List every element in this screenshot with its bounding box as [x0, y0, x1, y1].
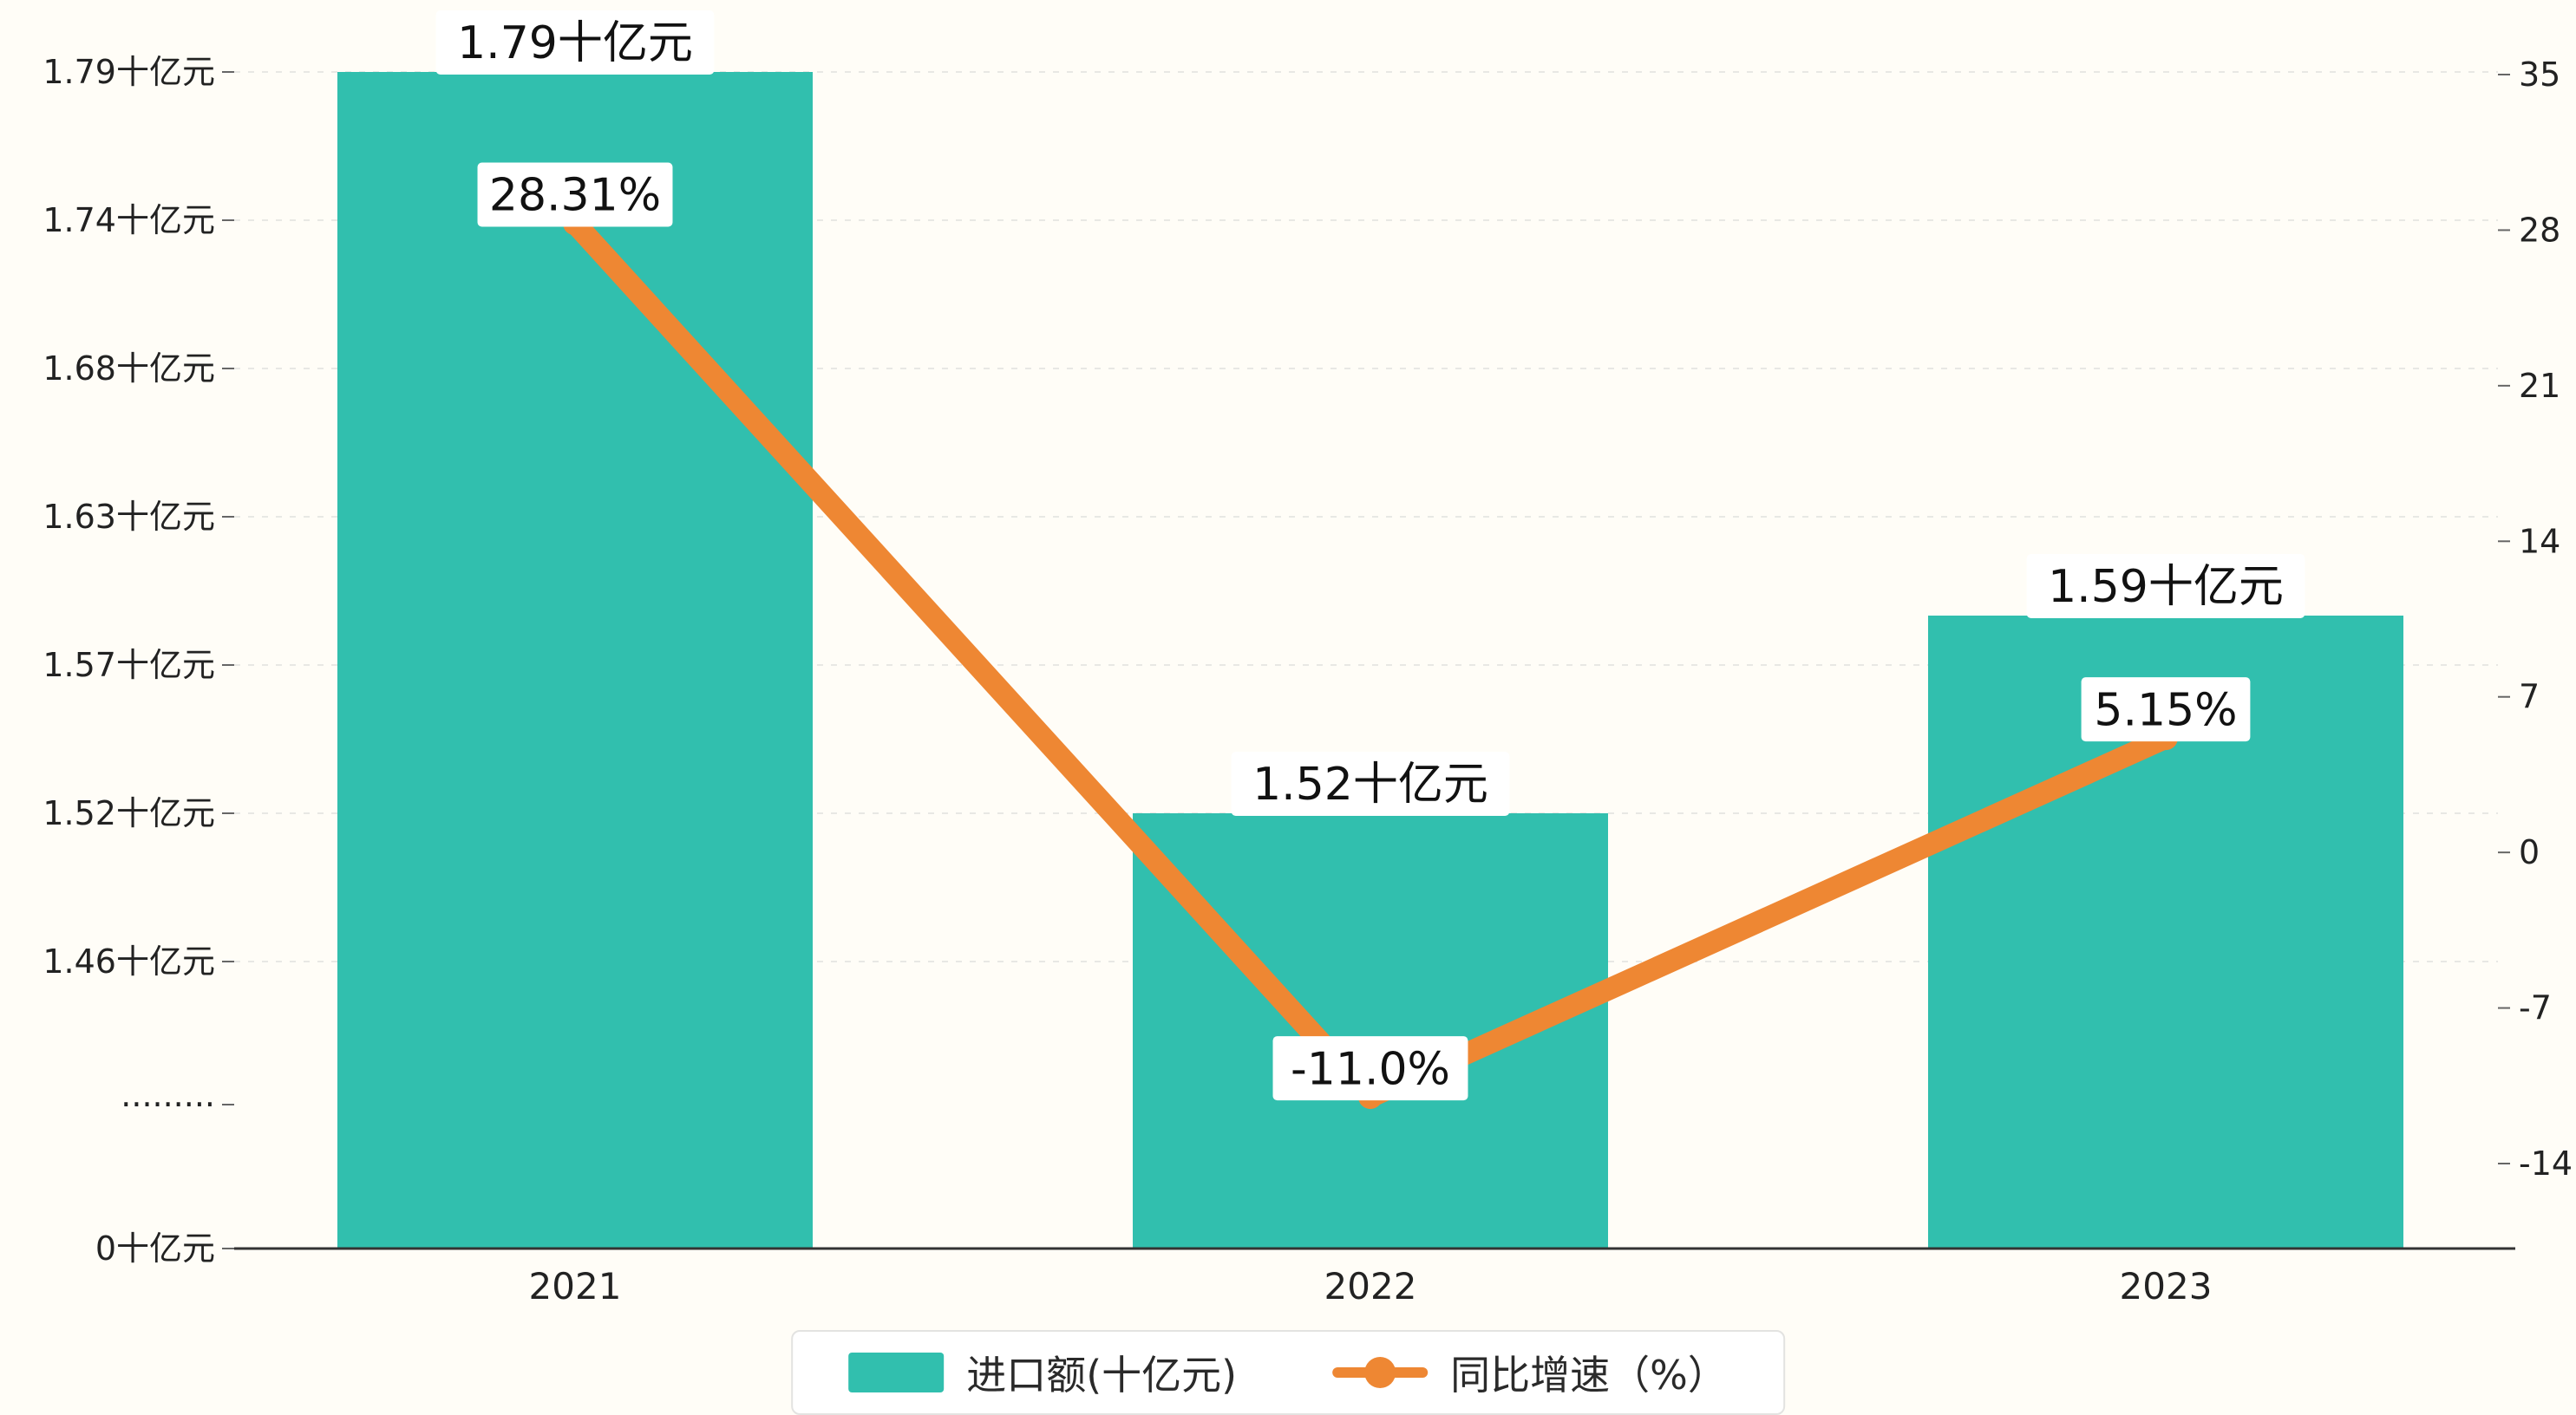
line-label-2022-box	[1272, 1036, 1468, 1101]
bar-label-2021-box	[435, 10, 715, 75]
bar-label-2022: 1.52十亿元	[1252, 759, 1488, 811]
bar-label-2021: 1.79十亿元	[457, 17, 693, 69]
legend: 进口额(十亿元) 同比增速（%）	[791, 1330, 1785, 1415]
x-axis-label-2022: 2022	[1324, 1265, 1417, 1307]
line-label-2023: 5.15%	[2094, 684, 2237, 736]
line-label-2023-box	[2081, 677, 2251, 742]
legend-label-yoy-growth: 同比增速（%）	[1450, 1352, 1728, 1399]
legend-item-yoy-growth[interactable]: 同比增速（%）	[1332, 1344, 1728, 1401]
bar-label-2022-box	[1231, 752, 1510, 816]
left-axis-label: 1.79十亿元	[42, 53, 215, 91]
line-label-2022: -11.0%	[1291, 1043, 1450, 1095]
bar-label-2023-box	[2026, 554, 2305, 618]
right-axis-label: 14	[2519, 522, 2560, 560]
bar-series-swatch-icon	[848, 1353, 945, 1392]
x-axis-label-2023: 2023	[2120, 1265, 2213, 1307]
line-label-2021-box	[477, 162, 673, 227]
left-axis-label: 1.63十亿元	[42, 498, 215, 536]
left-axis-label: 1.46十亿元	[42, 942, 215, 981]
right-axis-label: 7	[2519, 678, 2540, 716]
right-axis-label: 28	[2519, 211, 2560, 249]
left-axis-label: 1.57十亿元	[42, 646, 215, 684]
line-label-2021: 28.31%	[489, 170, 661, 222]
right-axis-label: 0	[2519, 833, 2540, 871]
legend-item-import-amount[interactable]: 进口额(十亿元)	[848, 1344, 1237, 1401]
left-axis-label: 0十亿元	[95, 1229, 215, 1268]
right-axis-label: -14	[2519, 1144, 2573, 1183]
left-axis-label: ·········	[121, 1086, 215, 1124]
bar-label-2023: 1.59十亿元	[2048, 561, 2284, 613]
line-series-swatch-icon	[1332, 1357, 1429, 1388]
left-axis-label: 1.52十亿元	[42, 794, 215, 832]
left-axis-label: 1.74十亿元	[42, 201, 215, 239]
right-axis-label: 21	[2519, 367, 2560, 405]
line-marker-icon	[1364, 1357, 1396, 1388]
legend-label-import-amount: 进口额(十亿元)	[966, 1352, 1238, 1399]
right-axis-label: 35	[2519, 55, 2560, 94]
left-axis-label: 1.68十亿元	[42, 349, 215, 388]
bar-2021[interactable]	[337, 72, 813, 1249]
x-axis-label-2021: 2021	[529, 1265, 622, 1307]
right-axis-label: -7	[2519, 989, 2552, 1027]
